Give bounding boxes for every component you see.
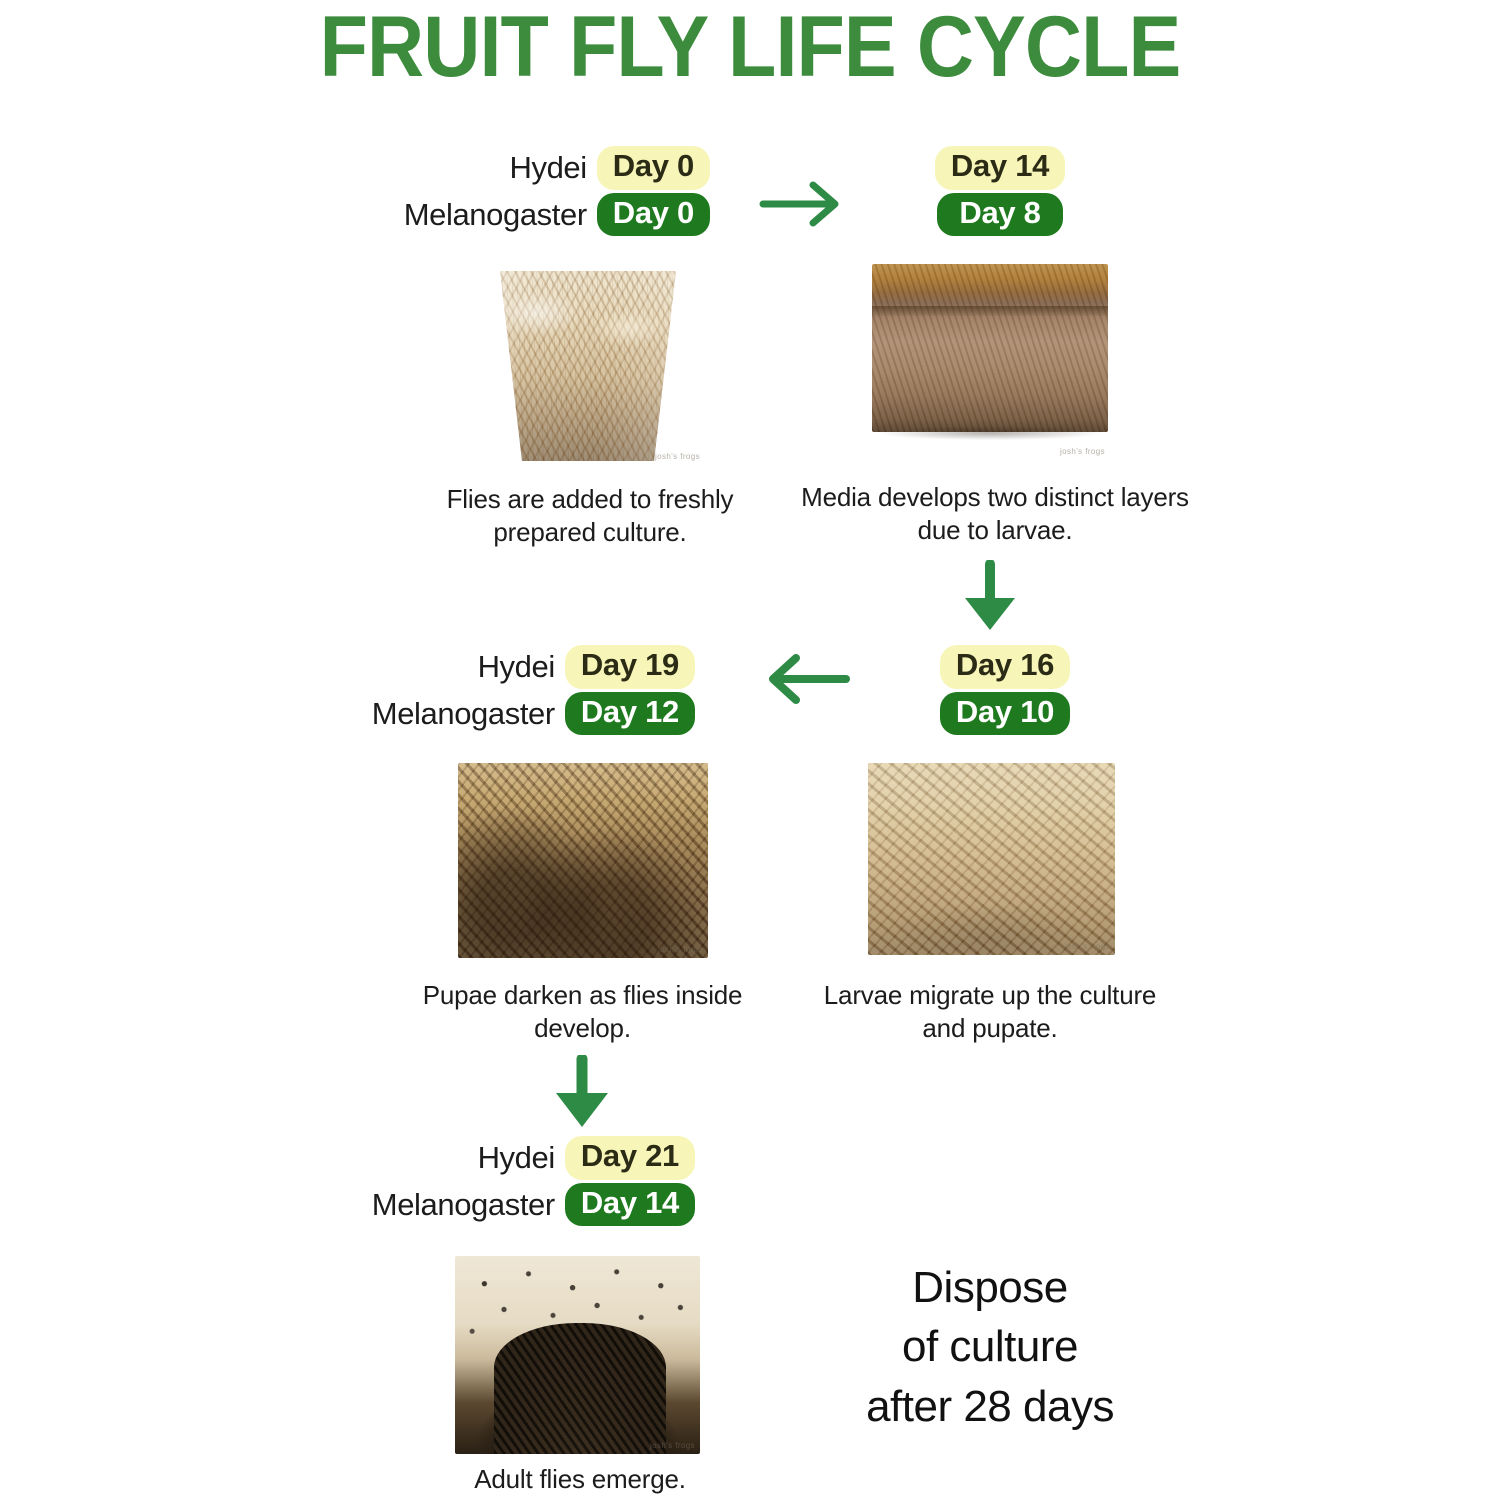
caption-larvae-migrate: Larvae migrate up the culture and pupate… (823, 980, 1157, 1044)
day-labels-larvae-migrate: Day 16 Day 10 (860, 645, 1150, 736)
day-labels-pupae-darken: Hydei Day 19 Melanogaster Day 12 (215, 645, 695, 736)
page-title: FRUIT FLY LIFE CYCLE (319, 0, 1182, 95)
media-base-shadow (880, 426, 1100, 440)
culture-cup-media (500, 271, 676, 461)
media-layer-seam (872, 306, 1108, 316)
melanogaster-label-row: Melanogaster Day 14 (371, 1182, 695, 1227)
species-name-melanogaster: Melanogaster (403, 196, 587, 232)
melanogaster-label-row: Day 8 (937, 192, 1063, 237)
melanogaster-label-row: Day 10 (939, 691, 1071, 736)
arrow-down-icon (945, 559, 1035, 641)
day-labels-two-layers: Day 14 Day 8 (860, 146, 1140, 237)
species-name-hydei: Hydei (509, 149, 588, 185)
hydei-label-row: Hydei Day 0 (509, 146, 710, 190)
photo-culture-cup-fresh-media: josh's frogs (470, 265, 705, 465)
photo-larvae-migrating-up: josh's frogs (868, 763, 1115, 955)
arrow-right-svg (759, 181, 839, 227)
hydei-label-row: Hydei Day 21 (478, 1136, 695, 1180)
media-body (872, 264, 1108, 432)
stage-two-layers: Day 14 Day 8 (860, 146, 1140, 237)
arrow-down-icon (537, 1053, 627, 1138)
species-name-melanogaster: Melanogaster (371, 695, 555, 731)
dispose-line-3: after 28 days (866, 1381, 1114, 1431)
photo-adult-flies-emerged: josh's frogs (455, 1256, 700, 1454)
hydei-label-row: Hydei Day 19 (478, 645, 695, 689)
fly-cluster (494, 1323, 666, 1454)
caption-pupae-darken: Pupae darken as flies inside develop. (422, 980, 743, 1044)
species-name-hydei: Hydei (477, 648, 556, 684)
photo-watermark: josh's frogs (649, 1441, 695, 1450)
badge-melanogaster-day: Day 0 (596, 192, 710, 237)
species-name-hydei: Hydei (477, 1139, 556, 1175)
badge-melanogaster-day: Day 8 (937, 192, 1063, 237)
photo-watermark: josh's frogs (1064, 942, 1110, 951)
caption-two-layers: Media develops two distinct layers due t… (801, 482, 1189, 546)
badge-melanogaster-day: Day 14 (564, 1182, 695, 1227)
arrow-down-svg (965, 559, 1015, 630)
stage-fresh-culture: Hydei Day 0 Melanogaster Day 0 (240, 146, 710, 237)
caption-adults-emerge: Adult flies emerge. (474, 1464, 686, 1494)
photo-watermark: josh's frogs (1059, 447, 1105, 456)
dispose-line-2: of culture (902, 1322, 1078, 1372)
badge-melanogaster-day: Day 10 (939, 691, 1071, 736)
stage-adults-emerge: Hydei Day 21 Melanogaster Day 14 (215, 1136, 695, 1227)
arrow-right-icon (755, 178, 855, 235)
dispose-line-1: Dispose (912, 1263, 1068, 1312)
arrow-left-svg (769, 654, 850, 704)
culture-cup-glass-sheen (500, 271, 676, 461)
badge-hydei-day: Day 19 (564, 645, 695, 689)
arrow-left-icon (750, 650, 855, 713)
melanogaster-label-row: Melanogaster Day 0 (403, 192, 710, 237)
hydei-label-row: Day 16 (939, 645, 1071, 689)
badge-melanogaster-day: Day 12 (564, 691, 695, 736)
caption-fresh-culture: Flies are added to freshly prepared cult… (446, 484, 734, 548)
species-name-melanogaster: Melanogaster (371, 1186, 555, 1222)
badge-hydei-day: Day 16 (939, 645, 1071, 689)
badge-hydei-day: Day 21 (564, 1136, 695, 1180)
photo-watermark: josh's frogs (657, 945, 703, 954)
melanogaster-label-row: Melanogaster Day 12 (371, 691, 695, 736)
badge-hydei-day: Day 0 (596, 146, 710, 190)
badge-hydei-day: Day 14 (934, 146, 1066, 190)
dispose-note: Dispose of culture after 28 days (810, 1258, 1170, 1436)
hydei-label-row: Day 14 (934, 146, 1066, 190)
day-labels-fresh-culture: Hydei Day 0 Melanogaster Day 0 (240, 146, 710, 237)
photo-darkened-pupae: josh's frogs (458, 763, 708, 958)
arrow-down-svg (556, 1053, 608, 1127)
day-labels-adults-emerge: Hydei Day 21 Melanogaster Day 14 (215, 1136, 695, 1227)
stage-pupae-darken: Hydei Day 19 Melanogaster Day 12 (215, 645, 695, 736)
photo-watermark: josh's frogs (654, 452, 700, 461)
photo-media-two-layers: josh's frogs (870, 262, 1110, 460)
stage-larvae-migrate: Day 16 Day 10 (860, 645, 1150, 736)
